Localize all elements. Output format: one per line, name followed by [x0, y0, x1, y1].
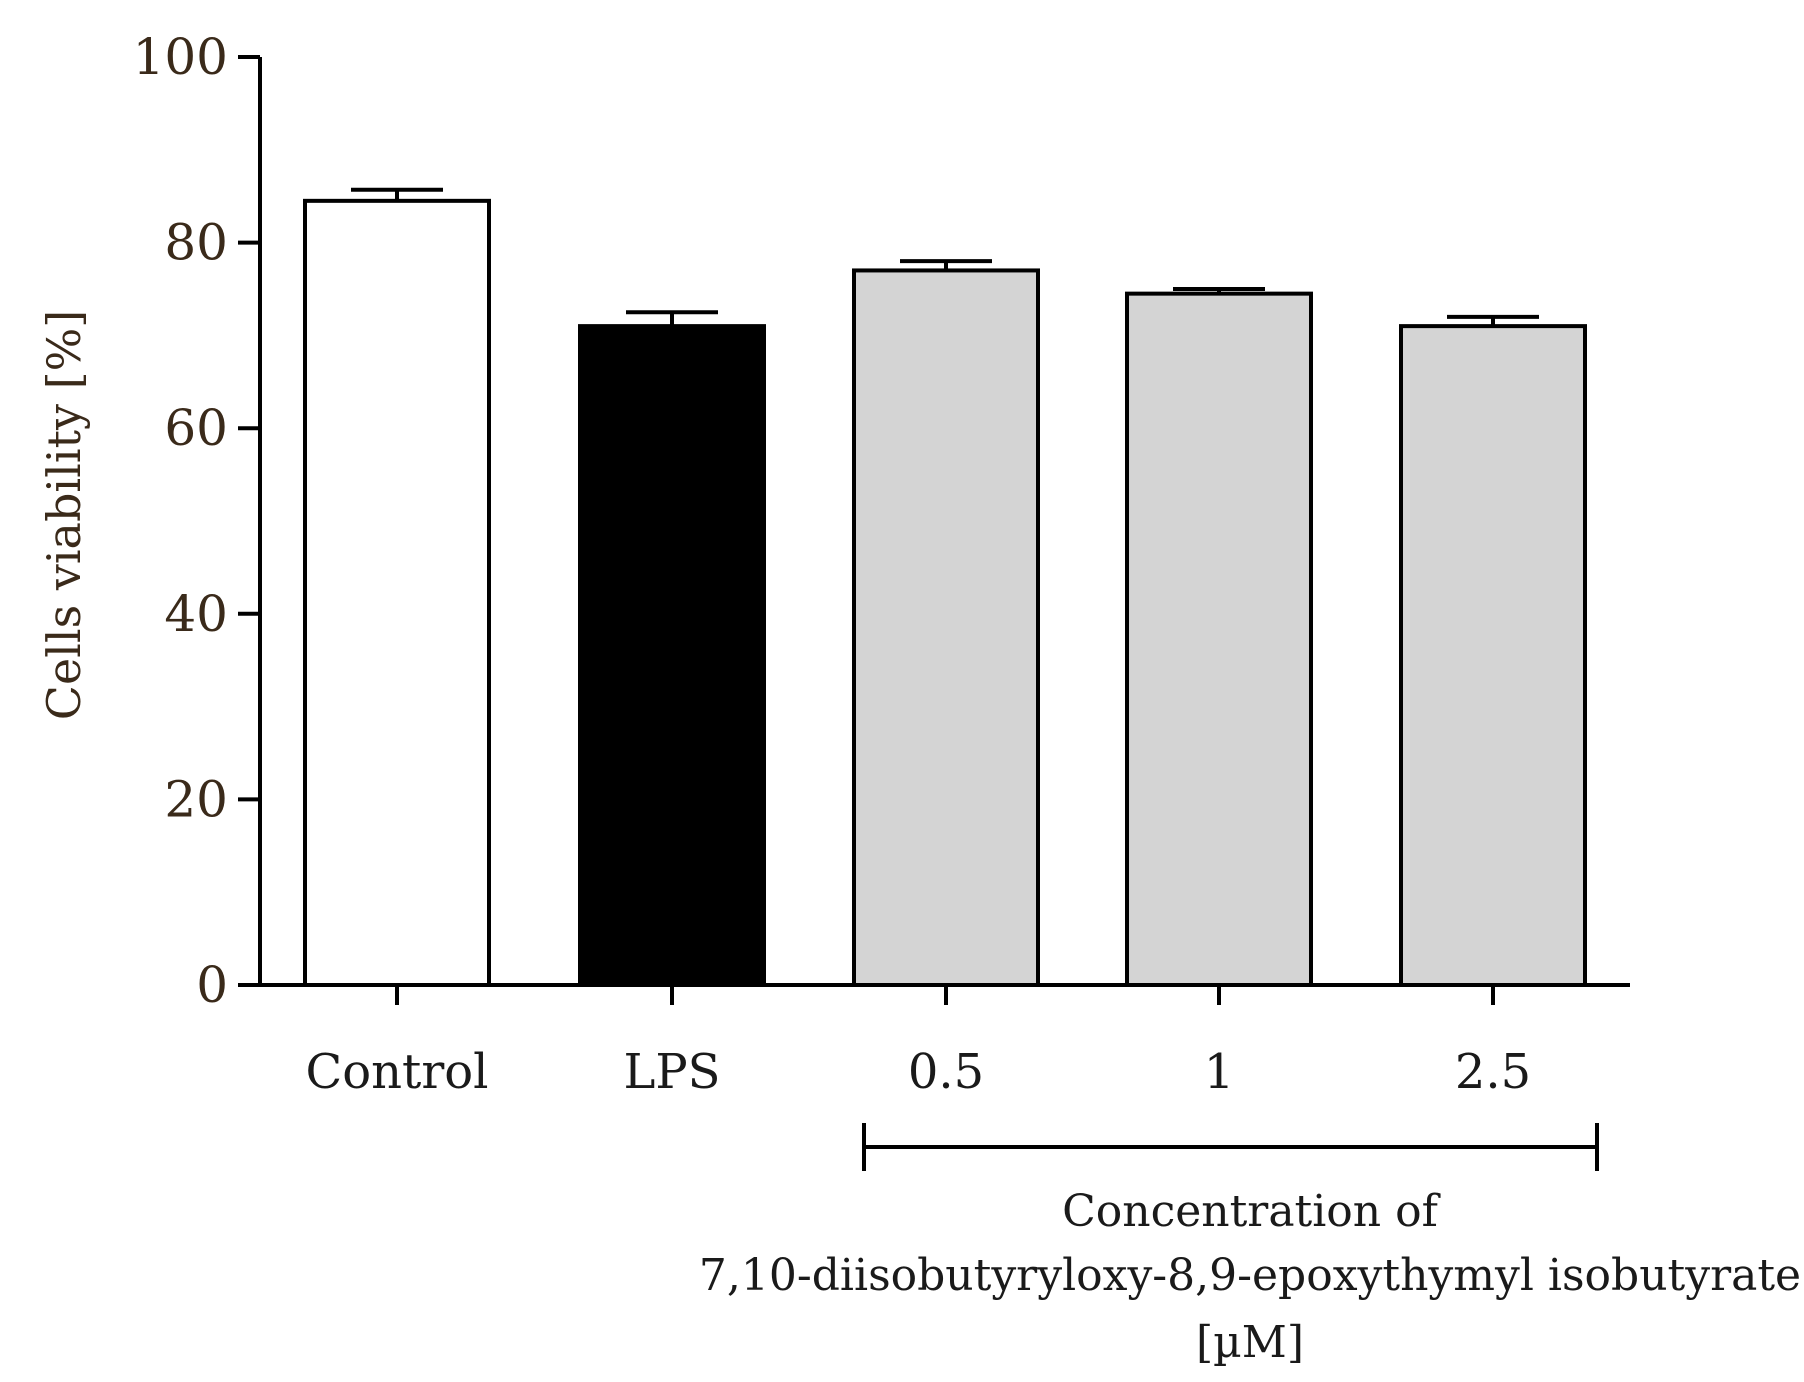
bracket-label-line: 7,10-diisobutyryloxy-8,9-epoxythymyl iso…: [699, 1250, 1801, 1301]
y-tick-label: 80: [164, 214, 228, 272]
y-tick-label: 60: [164, 399, 228, 457]
x-tick-label: LPS: [623, 1044, 720, 1100]
bar-lps: [578, 324, 766, 987]
y-tick-label: 100: [133, 28, 228, 86]
bar-0-5: [852, 268, 1040, 987]
y-tick-label: 40: [164, 585, 228, 643]
x-tick-label: 2.5: [1455, 1044, 1531, 1100]
x-tick-label: 0.5: [908, 1044, 984, 1100]
bar-control: [303, 198, 491, 987]
x-ticks: Control LPS 0.5 1 2.5: [305, 985, 1531, 1100]
bracket-label-line: [µM]: [1196, 1317, 1304, 1368]
group-bracket: Concentration of 7,10-diisobutyryloxy-8,9…: [699, 1123, 1801, 1368]
bar-1: [1125, 291, 1313, 987]
y-axis-title: Cells viability [%]: [37, 310, 91, 720]
x-tick-label: Control: [305, 1044, 488, 1100]
bar-2-5: [1399, 324, 1587, 987]
x-tick-label: 1: [1204, 1044, 1235, 1100]
error-bars: [351, 187, 1539, 327]
bars: [303, 198, 1587, 987]
y-tick-label: 0: [196, 956, 228, 1014]
y-ticks: 0 20 40 60 80 100: [133, 28, 260, 1014]
y-tick-label: 20: [164, 770, 228, 828]
bracket-label-line: Concentration of: [1062, 1186, 1441, 1237]
